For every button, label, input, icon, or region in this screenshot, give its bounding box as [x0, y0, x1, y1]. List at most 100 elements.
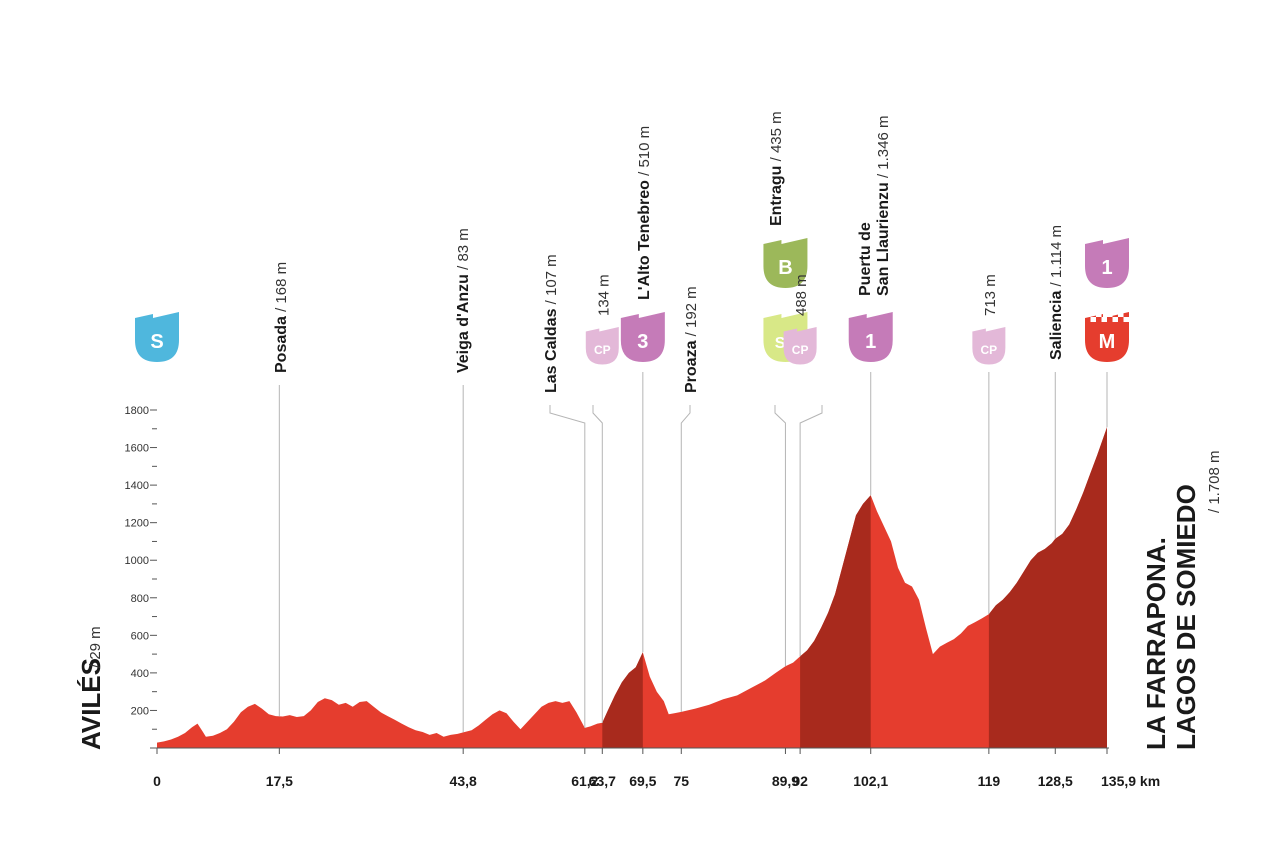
- y-tick-label: 1800: [125, 405, 149, 417]
- waypoint-altitude: / 510 m: [636, 126, 653, 180]
- waypoint-name-line2: San Llaurienzu: [875, 182, 892, 296]
- waypoint-label-8: 488 m: [793, 274, 810, 316]
- y-tick-label: 1400: [125, 480, 149, 492]
- badge-m-12-checker: [1112, 317, 1118, 322]
- guide-line-6: [680, 405, 691, 712]
- badge-m-12-checker: [1090, 317, 1096, 322]
- waypoint-altitude: / 192 m: [683, 286, 700, 340]
- waypoint-name-line1: Puertu de: [857, 222, 874, 296]
- waypoint-label-4: 134 m: [595, 274, 612, 316]
- x-tick-label: 63,7: [589, 773, 616, 789]
- waypoint-label-7: Entragu / 435 m: [768, 111, 785, 226]
- x-tick-label: 89,9: [772, 773, 799, 789]
- waypoint-altitude: / 1.114 m: [1048, 225, 1065, 291]
- badge-1-9-shape: [848, 312, 893, 362]
- y-tick-label: 200: [131, 705, 149, 717]
- waypoint-name: Las Caldas: [543, 308, 560, 393]
- badge-m-12-checker: [1107, 312, 1113, 317]
- badge-m-12-checker: [1085, 312, 1091, 317]
- waypoint-label-1: Posada / 168 m: [273, 262, 290, 373]
- waypoint-altitude: 713 m: [982, 274, 999, 316]
- finish-altitude: / 1.708 m: [1206, 450, 1223, 513]
- badge-3-5-label: 3: [637, 331, 648, 353]
- x-tick-label: 17,5: [266, 773, 293, 789]
- x-tick-label: 102,1: [853, 773, 888, 789]
- badge-m-12-checker: [1096, 312, 1102, 317]
- waypoint-name: Veiga d'Anzu: [455, 274, 472, 373]
- x-tick-label: 135,9 km: [1101, 773, 1160, 789]
- badge-top-1-12-shape: [1085, 238, 1129, 288]
- x-tick-label: 119: [978, 773, 1001, 789]
- badge-cp-8-shape: [783, 327, 817, 365]
- guide-lines-group: [278, 372, 1108, 733]
- x-tick-label: 92: [792, 773, 808, 789]
- waypoint-name: Saliencia: [1048, 291, 1065, 360]
- badge-s-0-label: S: [150, 331, 163, 353]
- waypoint-name: Proaza: [683, 340, 700, 393]
- waypoint-name: L'Alto Tenebreo: [636, 180, 653, 300]
- badge-top-1-12: 1: [1085, 238, 1129, 288]
- waypoint-name: Posada: [273, 316, 290, 373]
- x-tick-label: 69,5: [629, 773, 656, 789]
- waypoint-altitude: / 435 m: [768, 111, 785, 165]
- y-tick-label: 400: [131, 668, 149, 680]
- profile-area-group: [157, 427, 1107, 748]
- climb-segment-2: [800, 495, 871, 748]
- badge-m-12-shape: [1085, 312, 1129, 362]
- x-tick-label: 128,5: [1038, 773, 1073, 789]
- badge-m-12-label: M: [1099, 331, 1116, 353]
- badge-cp-10-label: CP: [981, 343, 998, 357]
- badge-1-9: 1: [848, 312, 893, 362]
- guide-line-8: [799, 405, 823, 657]
- waypoint-altitude: 134 m: [595, 274, 612, 316]
- badge-top-b-7-shape: [763, 238, 808, 288]
- badge-m-12-checker: [1123, 317, 1129, 322]
- guide-line-4: [592, 405, 603, 723]
- badge-cp-8-label: CP: [792, 343, 809, 357]
- waypoint-label-5: L'Alto Tenebreo / 510 m: [636, 126, 653, 300]
- waypoint-altitude: / 1.346 m: [875, 116, 892, 183]
- waypoint-label-2: Veiga d'Anzu / 83 m: [455, 228, 472, 373]
- climb-segment-1: [602, 652, 643, 748]
- finish-name-line-2: LAGOS DE SOMIEDO: [1171, 484, 1201, 750]
- waypoint-name: Entragu: [768, 166, 785, 226]
- waypoint-altitude: / 83 m: [455, 228, 472, 274]
- guide-line-3: [549, 405, 586, 728]
- axis-group: 200 400 600 800 1000 1200 1400 1600 1800 0 17,5 43,…: [125, 405, 1161, 789]
- waypoint-altitude: / 107 m: [543, 254, 560, 308]
- badge-3-5: 3: [620, 312, 665, 362]
- badge-m-12-checker: [1118, 312, 1124, 317]
- y-tick-label: 1600: [125, 443, 149, 455]
- y-tick-label: 1200: [125, 518, 149, 530]
- waypoint-altitude: / 168 m: [273, 262, 290, 316]
- waypoint-label-3: Las Caldas / 107 m: [543, 254, 560, 393]
- waypoints-group: S Posada / 168 m Veiga d'Anzu / 83 m Las Ca…: [135, 111, 1129, 393]
- waypoint-label-10: 713 m: [982, 274, 999, 316]
- finish-name-line-1: LA FARRAPONA.: [1141, 537, 1171, 750]
- badge-m-12: M: [1085, 312, 1129, 362]
- waypoint-altitude: 488 m: [793, 274, 810, 316]
- badge-top-b-7-label: B: [778, 257, 792, 279]
- badge-s-0: S: [135, 312, 179, 362]
- badge-cp-4-label: CP: [594, 343, 611, 357]
- x-tick-label: 61,2: [571, 773, 598, 789]
- y-tick-label: 600: [131, 630, 149, 642]
- y-tick-label: 1000: [125, 555, 149, 567]
- guide-line-7: [774, 405, 786, 667]
- badge-cp-8: CP: [783, 327, 817, 365]
- badge-s-0-shape: [135, 312, 179, 362]
- badge-3-5-shape: [620, 312, 665, 362]
- badge-1-9-label: 1: [865, 331, 876, 353]
- badge-cp-4-shape: [585, 327, 619, 365]
- badge-cp-10-shape: [972, 327, 1006, 365]
- waypoint-label-11: Saliencia / 1.114 m: [1048, 225, 1065, 360]
- waypoint-label-9: Puertu deSan Llaurienzu / 1.346 m: [857, 116, 892, 297]
- start-town-name: AVILÉS: [76, 658, 106, 750]
- badge-top-b-7: B: [763, 238, 808, 288]
- x-tick-label: 43,8: [450, 773, 477, 789]
- badge-m-12-checker: [1101, 317, 1107, 322]
- badge-cp-4: CP: [585, 327, 619, 365]
- x-tick-label: 75: [673, 773, 689, 789]
